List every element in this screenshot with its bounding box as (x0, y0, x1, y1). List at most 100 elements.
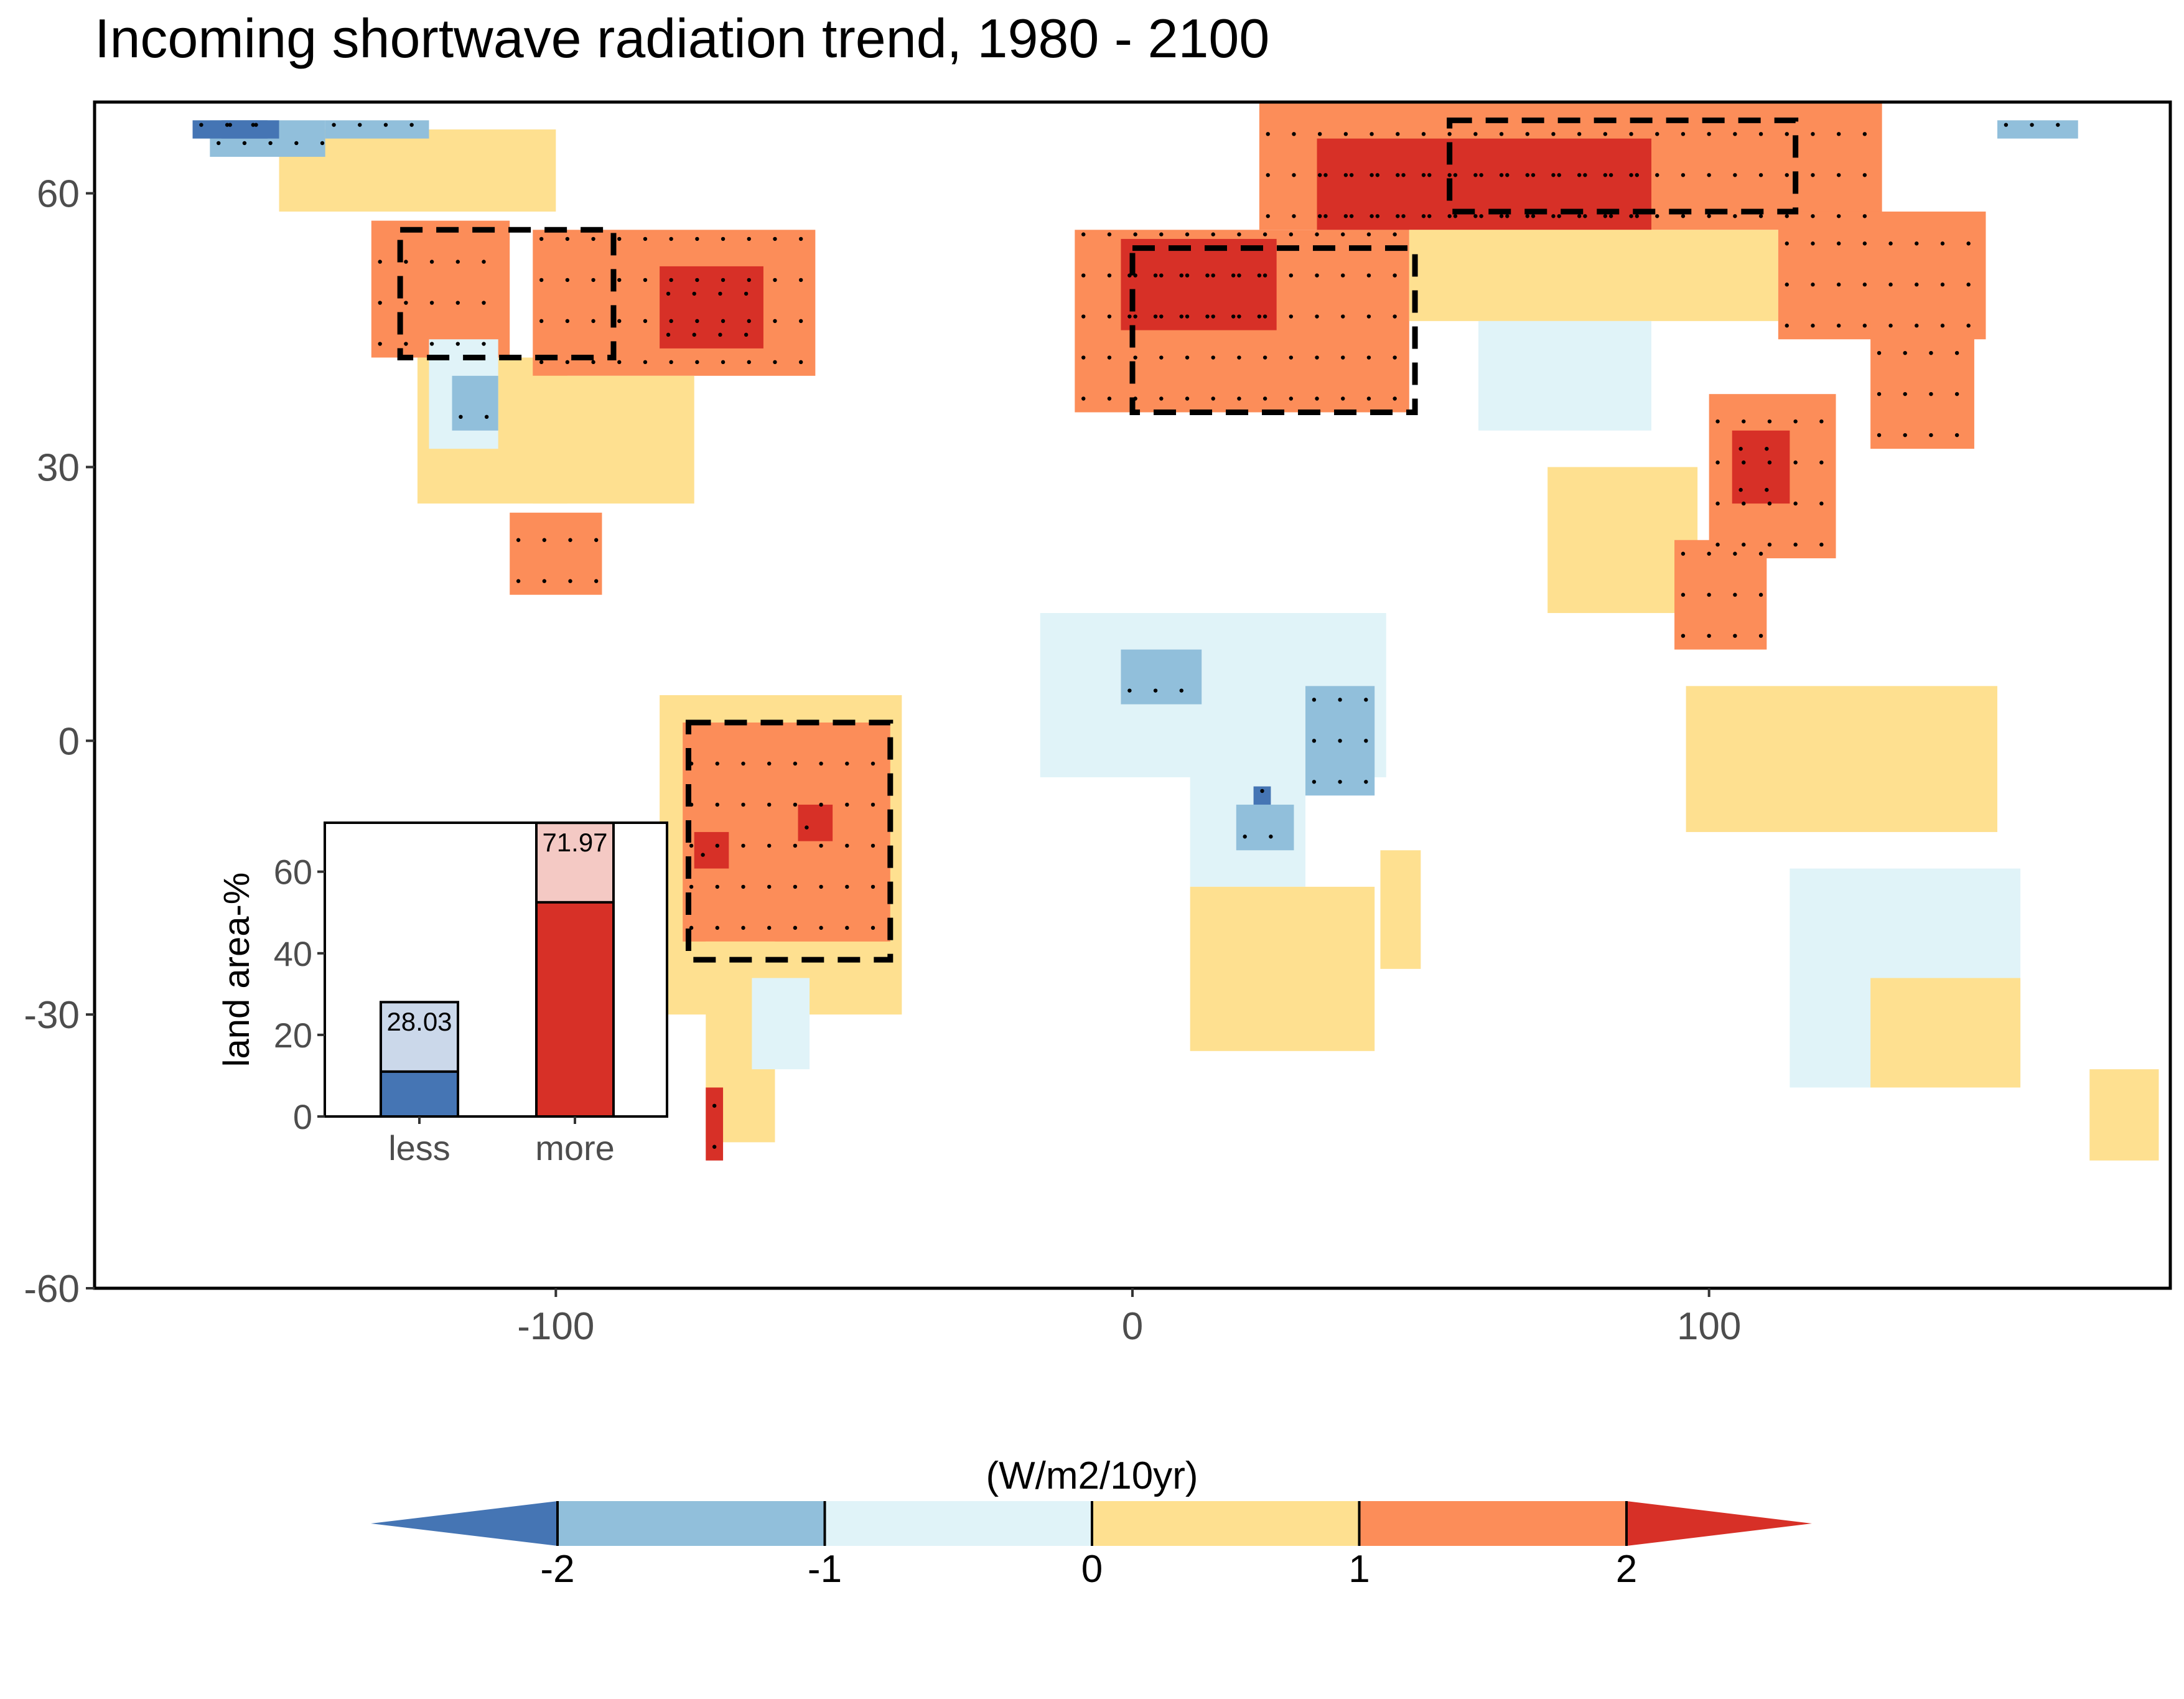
stipple-dot (617, 278, 622, 283)
stipple-dot (666, 291, 671, 296)
stipple-dot (251, 123, 256, 127)
stipple-dot (1793, 542, 1798, 547)
stipple-dot (845, 843, 849, 848)
stipple-dot (1366, 355, 1371, 360)
stipple-dot (712, 1103, 717, 1108)
stipple-dot (1393, 232, 1397, 236)
stipple-dot (1940, 241, 1945, 246)
stipple-dot (1211, 273, 1215, 278)
stipple-dot (1681, 634, 1686, 638)
stipple-dot (404, 260, 408, 264)
significance-stippling (199, 123, 2060, 1149)
stipple-dot (793, 925, 798, 930)
stipple-dot (1289, 314, 1294, 319)
trend-region (1732, 430, 1790, 504)
stipple-dot (617, 360, 622, 365)
stipple-dot (1877, 433, 1882, 438)
trend-region (1870, 321, 1974, 449)
trend-region (798, 804, 833, 841)
stipple-dot (1262, 273, 1267, 278)
stipple-dot (1341, 314, 1345, 319)
stipple-dot (1715, 460, 1720, 465)
stipple-dot (1315, 273, 1319, 278)
stipple-dot (1393, 273, 1397, 278)
stipple-dot (1888, 241, 1893, 246)
stipple-dot (1903, 350, 1907, 355)
stipple-dot (1742, 419, 1746, 424)
stipple-dot (669, 236, 673, 241)
stipple-dot (1903, 391, 1907, 396)
trend-region (1686, 686, 1997, 832)
stipple-dot (1133, 314, 1137, 319)
stipple-dot (1707, 551, 1711, 556)
stipple-dot (1758, 173, 1763, 177)
stipple-dot (199, 123, 203, 127)
stipple-dot (870, 761, 875, 766)
stipple-dot (715, 925, 720, 930)
stipple-dot (1237, 273, 1241, 278)
stipple-dot (695, 319, 699, 324)
stipple-dot (793, 884, 798, 889)
stipple-dot (1577, 132, 1582, 136)
stipple-dot (1551, 214, 1556, 218)
stipple-dot (591, 236, 595, 241)
stipple-dot (1317, 214, 1322, 218)
stipple-dot (1292, 173, 1296, 177)
inset-x-tick-label: more (535, 1128, 615, 1168)
stipple-dot (1877, 350, 1882, 355)
stipple-dot (429, 342, 434, 346)
stipple-dot (294, 141, 299, 146)
stipple-dot (1185, 355, 1190, 360)
stipple-dot (1312, 739, 1317, 743)
stipple-dot (1785, 214, 1789, 218)
stipple-dot (591, 319, 595, 324)
stipple-dot (565, 236, 570, 241)
colorbar-swatch (1092, 1501, 1360, 1546)
stipple-dot (1323, 173, 1328, 177)
stipple-dot (1785, 241, 1789, 246)
stipple-dot (1341, 396, 1345, 401)
stipple-dot (1341, 273, 1345, 278)
stipple-dot (1366, 232, 1371, 236)
stipple-dot (2030, 123, 2034, 127)
stipple-dot (2056, 123, 2060, 127)
stipple-dot (798, 360, 803, 365)
stipple-dot (1583, 173, 1587, 177)
stipple-dot (565, 360, 570, 365)
stipple-dot (1159, 396, 1164, 401)
stipple-dot (1758, 132, 1763, 136)
stipple-dot (617, 319, 622, 324)
stipple-dot (870, 843, 875, 848)
colorbar-tick-label: 1 (1348, 1548, 1370, 1591)
stipple-dot (516, 579, 521, 583)
stipple-dot (1396, 214, 1400, 218)
trend-region (1121, 649, 1202, 704)
stipple-dot (1107, 314, 1112, 319)
stipple-dot (1811, 241, 1815, 246)
stipple-dot (793, 802, 798, 807)
inset-y-tick-label: 60 (274, 853, 312, 892)
stipple-dot (1211, 232, 1215, 236)
y-tick-label: 60 (37, 173, 80, 216)
stipple-dot (1323, 214, 1328, 218)
stipple-dot (594, 579, 599, 583)
stipple-dot (539, 360, 544, 365)
stipple-dot (516, 538, 521, 542)
stipple-dot (747, 236, 751, 241)
stipple-dot (1707, 173, 1711, 177)
stipple-dot (1366, 314, 1371, 319)
stipple-dot (1375, 214, 1380, 218)
y-axis: 60 30 0 -30 -60 (24, 173, 95, 1311)
stipple-dot (1205, 314, 1210, 319)
stipple-dot (1819, 542, 1824, 547)
colorbar-tick-label: 2 (1616, 1548, 1637, 1591)
stipple-dot (773, 236, 777, 241)
stipple-dot (1396, 132, 1400, 136)
stipple-dot (1629, 214, 1633, 218)
stipple-dot (1929, 350, 1933, 355)
stipple-dot (715, 802, 720, 807)
stipple-dot (1289, 396, 1294, 401)
stipple-dot (542, 579, 546, 583)
stipple-dot (1505, 214, 1510, 218)
